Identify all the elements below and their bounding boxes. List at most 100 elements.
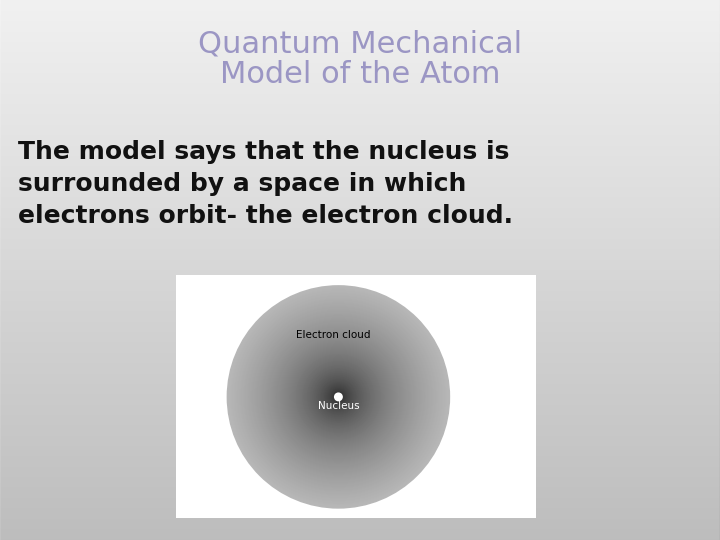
Circle shape — [298, 357, 379, 437]
Circle shape — [243, 302, 433, 492]
Circle shape — [273, 332, 404, 462]
Circle shape — [249, 307, 428, 487]
Circle shape — [231, 290, 446, 504]
Circle shape — [335, 393, 342, 401]
Circle shape — [338, 396, 339, 398]
Circle shape — [228, 287, 449, 507]
Circle shape — [274, 333, 402, 461]
Circle shape — [320, 378, 357, 416]
Circle shape — [271, 330, 405, 464]
Circle shape — [325, 383, 352, 411]
Circle shape — [253, 311, 424, 483]
Circle shape — [262, 321, 415, 473]
Circle shape — [269, 328, 408, 466]
Circle shape — [294, 353, 382, 441]
Circle shape — [323, 381, 354, 413]
Circle shape — [240, 299, 436, 495]
Text: Quantum Mechanical: Quantum Mechanical — [198, 30, 522, 59]
Text: Model of the Atom: Model of the Atom — [220, 60, 500, 89]
Circle shape — [259, 318, 418, 476]
Circle shape — [284, 342, 393, 452]
Circle shape — [333, 392, 344, 402]
Circle shape — [275, 334, 402, 460]
Circle shape — [253, 312, 423, 482]
Circle shape — [256, 314, 421, 480]
Text: electrons orbit- the electron cloud.: electrons orbit- the electron cloud. — [18, 204, 513, 228]
Circle shape — [319, 377, 358, 416]
Circle shape — [279, 338, 398, 456]
Circle shape — [307, 366, 369, 428]
Circle shape — [279, 338, 397, 456]
Circle shape — [243, 301, 434, 493]
Circle shape — [234, 293, 443, 501]
Circle shape — [265, 323, 412, 470]
Circle shape — [258, 317, 418, 477]
Circle shape — [227, 285, 450, 509]
Circle shape — [315, 374, 361, 420]
Circle shape — [241, 300, 436, 494]
Circle shape — [269, 327, 408, 467]
Circle shape — [310, 369, 366, 425]
Circle shape — [257, 316, 420, 478]
Circle shape — [230, 289, 446, 505]
Circle shape — [310, 368, 367, 426]
Circle shape — [309, 367, 368, 427]
Circle shape — [230, 288, 447, 506]
Circle shape — [300, 359, 377, 435]
Circle shape — [336, 395, 341, 399]
Circle shape — [307, 365, 370, 429]
Circle shape — [276, 334, 401, 460]
Circle shape — [237, 295, 440, 498]
Circle shape — [295, 354, 382, 440]
Circle shape — [325, 384, 351, 410]
Circle shape — [312, 371, 364, 423]
Circle shape — [271, 329, 406, 465]
Circle shape — [266, 325, 410, 469]
Circle shape — [261, 320, 415, 474]
Text: surrounded by a space in which: surrounded by a space in which — [18, 172, 467, 196]
Circle shape — [336, 394, 341, 400]
Circle shape — [278, 336, 399, 457]
Circle shape — [281, 339, 396, 455]
Circle shape — [284, 343, 392, 451]
Circle shape — [266, 324, 411, 470]
Circle shape — [331, 389, 346, 404]
Circle shape — [297, 355, 380, 439]
Circle shape — [272, 331, 405, 463]
Circle shape — [282, 341, 395, 453]
Circle shape — [264, 322, 413, 471]
Circle shape — [329, 388, 348, 406]
Circle shape — [236, 294, 441, 500]
Circle shape — [323, 382, 354, 412]
Bar — [176, 275, 536, 518]
Circle shape — [263, 321, 414, 472]
Circle shape — [244, 303, 433, 491]
Circle shape — [297, 356, 379, 438]
Circle shape — [316, 375, 361, 419]
Circle shape — [327, 386, 350, 408]
Circle shape — [277, 335, 400, 458]
Circle shape — [330, 388, 347, 406]
Circle shape — [260, 319, 417, 475]
Circle shape — [326, 385, 351, 409]
Circle shape — [311, 370, 366, 424]
Circle shape — [239, 297, 438, 497]
Circle shape — [235, 294, 442, 500]
Circle shape — [289, 348, 388, 446]
Circle shape — [233, 292, 444, 502]
Circle shape — [317, 375, 360, 418]
Text: Electron cloud: Electron cloud — [296, 330, 370, 340]
Circle shape — [334, 392, 343, 402]
Circle shape — [246, 305, 431, 489]
Circle shape — [238, 296, 439, 497]
Circle shape — [251, 309, 426, 484]
Circle shape — [318, 376, 359, 417]
Circle shape — [256, 315, 420, 479]
Circle shape — [233, 291, 444, 503]
Circle shape — [248, 307, 428, 487]
Circle shape — [287, 345, 390, 449]
Text: Nucleus: Nucleus — [318, 401, 359, 411]
Text: The model says that the nucleus is: The model says that the nucleus is — [18, 140, 509, 164]
Circle shape — [332, 390, 345, 403]
Circle shape — [294, 352, 383, 442]
